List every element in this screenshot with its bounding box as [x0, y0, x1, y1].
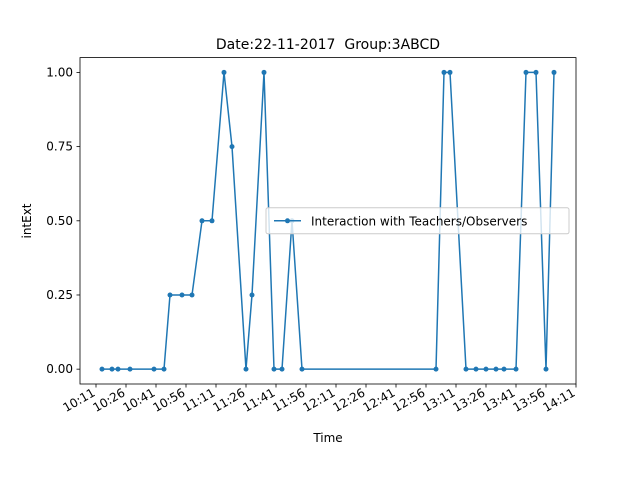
axes-frame	[79, 57, 577, 385]
x-axis-label: Time	[312, 431, 342, 445]
y-tick-label: 0.25	[46, 288, 73, 302]
data-point	[271, 366, 277, 372]
legend-box	[265, 207, 570, 235]
data-point	[109, 366, 115, 372]
data-point	[161, 366, 167, 372]
data-point	[493, 366, 499, 372]
data-point	[151, 366, 157, 372]
data-point	[513, 366, 519, 372]
data-point	[447, 69, 453, 75]
data-point	[99, 366, 105, 372]
y-axis-label: intExt	[20, 203, 34, 238]
data-point	[441, 69, 447, 75]
data-point	[179, 292, 185, 298]
data-point	[533, 69, 539, 75]
data-point	[501, 366, 507, 372]
y-tick-label: 0.75	[46, 140, 73, 154]
y-tick-label: 0.00	[46, 362, 73, 376]
data-point	[551, 69, 557, 75]
legend: Interaction with Teachers/Observers	[265, 207, 570, 235]
data-point	[243, 366, 249, 372]
data-point	[115, 366, 121, 372]
data-point	[433, 366, 439, 372]
data-point	[299, 366, 305, 372]
y-tick-label: 0.50	[46, 214, 73, 228]
data-point	[221, 69, 227, 75]
legend-label: Interaction with Teachers/Observers	[311, 214, 527, 228]
data-point	[483, 366, 489, 372]
data-point	[463, 366, 469, 372]
data-point	[249, 292, 255, 298]
legend-marker	[285, 218, 290, 224]
y-tick-label: 1.00	[46, 65, 73, 79]
data-point	[229, 144, 235, 150]
data-point	[523, 69, 529, 75]
data-point	[209, 218, 215, 224]
data-point	[473, 366, 479, 372]
data-point	[261, 69, 267, 75]
data-point	[167, 292, 173, 298]
data-point	[279, 366, 285, 372]
chart-title: Date:22-11-2017 Group:3ABCD	[216, 37, 440, 53]
data-point	[543, 366, 549, 372]
data-point	[189, 292, 195, 298]
data-point	[199, 218, 205, 224]
data-point	[127, 366, 133, 372]
